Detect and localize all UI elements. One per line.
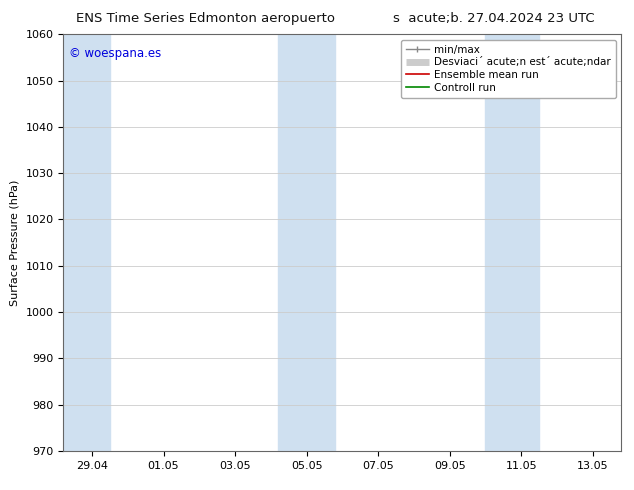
Bar [278,34,335,451]
Text: © woespana.es: © woespana.es [69,47,161,60]
Bar [486,34,539,451]
Text: ENS Time Series Edmonton aeropuerto: ENS Time Series Edmonton aeropuerto [76,12,335,25]
Bar [63,34,110,451]
Legend: min/max, Desviaci´ acute;n est´ acute;ndar, Ensemble mean run, Controll run: min/max, Desviaci´ acute;n est´ acute;nd… [401,40,616,98]
Y-axis label: Surface Pressure (hPa): Surface Pressure (hPa) [10,179,20,306]
Text: s  acute;b. 27.04.2024 23 UTC: s acute;b. 27.04.2024 23 UTC [393,12,595,25]
